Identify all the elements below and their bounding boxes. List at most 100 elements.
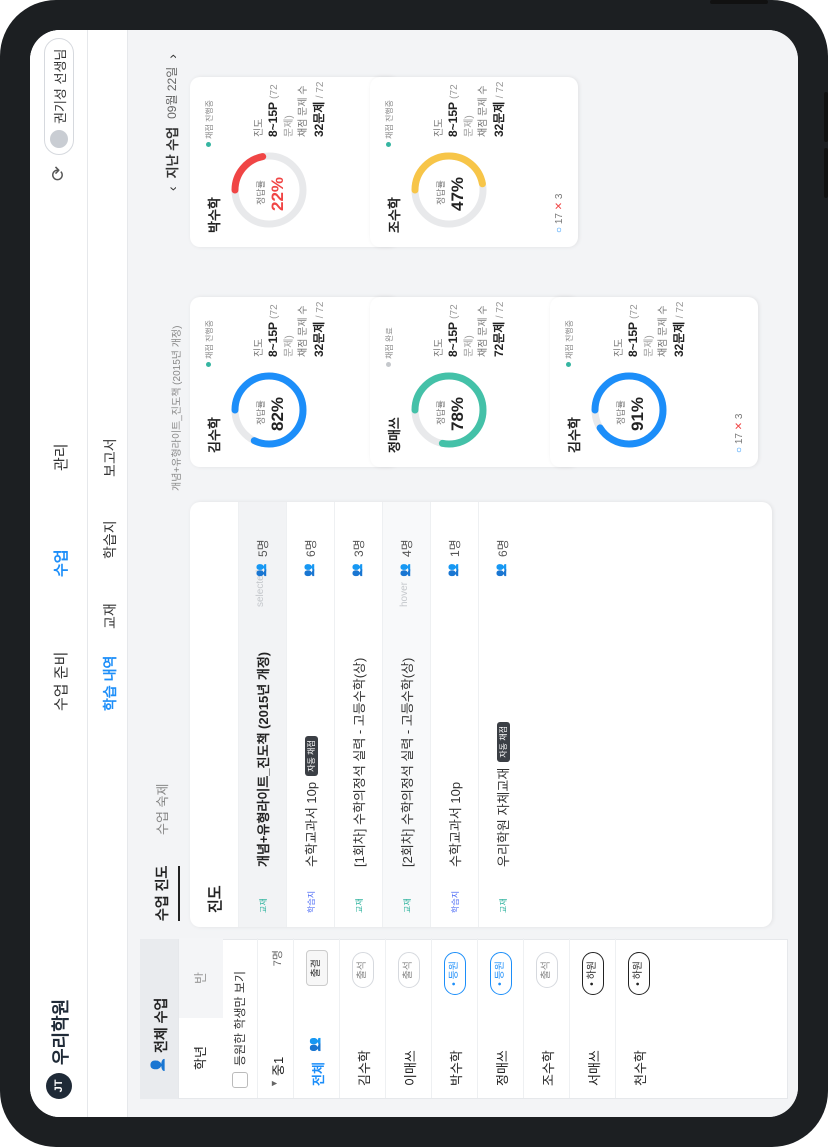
group-row[interactable]: ▼ 중1 7명 xyxy=(257,938,293,1098)
row-title: [1회차] 수학의정석 실력 - 고등수학(상) xyxy=(349,658,368,867)
progress-label: 진도 xyxy=(254,338,265,357)
nav-item-class[interactable]: 수업 xyxy=(53,549,70,577)
status-dot-icon xyxy=(386,142,391,147)
students-icon: 👥 xyxy=(495,563,507,577)
ring-progress xyxy=(231,372,307,448)
top-nav: JT 우리학원 수업 준비 수업 관리 ⟳ 권기성 선생님 xyxy=(30,30,88,1117)
progress-label: 진도 xyxy=(614,338,625,357)
app-root: JT 우리학원 수업 준비 수업 관리 ⟳ 권기성 선생님 학습 내역 교재 학… xyxy=(30,30,798,1117)
student-row[interactable]: 이매쓰 출석 xyxy=(385,938,431,1098)
problems-unit: 문제 xyxy=(492,101,506,124)
group-name: 중1 xyxy=(271,1056,286,1076)
student-name: 이매쓰 xyxy=(403,1050,418,1086)
ring-progress xyxy=(411,152,487,228)
all-row[interactable]: 전체 👥 출결 xyxy=(293,938,339,1098)
last-class-date: 09월 22일 xyxy=(165,66,179,119)
attendance-status-button[interactable]: 출석 xyxy=(398,952,420,989)
attendance-status-button[interactable]: 출석 xyxy=(352,952,374,989)
attended-filter[interactable]: 등원한 학생만 보기 xyxy=(231,971,248,1088)
chevron-right-icon[interactable]: › xyxy=(163,54,180,59)
graded-count: 32 xyxy=(312,343,326,357)
attendance-status-button[interactable]: • 하원 xyxy=(628,952,650,995)
tab-worksheet[interactable]: 학습지 xyxy=(102,520,118,559)
progress-value: 8~15P (72문제) xyxy=(266,77,295,137)
attendance-status-button[interactable]: • 등원 xyxy=(444,952,466,995)
chevron-down-icon: ▼ xyxy=(269,1079,279,1088)
card-student-name: 박수학 xyxy=(207,197,222,233)
all-classes-header[interactable]: 👤 전체 수업 xyxy=(140,939,178,1099)
attendance-status-button[interactable]: • 하원 xyxy=(582,952,604,995)
student-card[interactable]: 정매쓰 채점 완료 정답률 78% 진도 8~15P (72문제) 채점 문제 수 72문제 … xyxy=(370,297,578,467)
row-title-text: [1회차] 수학의정석 실력 - 고등수학(상) xyxy=(352,657,367,867)
status-dot-icon xyxy=(206,362,211,367)
table-row[interactable]: 교재 [2회차] 수학의정석 실력 - 고등수학(상) hover 👥 4명 xyxy=(382,502,430,927)
type-badge: 학습지 xyxy=(307,890,316,913)
all-classes-title: 전체 수업 xyxy=(153,997,169,1053)
problems-unit: 문제 xyxy=(312,321,326,344)
student-row[interactable]: 박수학 • 등원 xyxy=(431,938,477,1098)
student-row[interactable]: 조수학 출석 xyxy=(523,938,569,1098)
teacher-profile-button[interactable]: 권기성 선생님 xyxy=(44,37,74,155)
refresh-icon[interactable]: ⟳ xyxy=(48,165,68,181)
tab-class-homework[interactable]: 수업 숙제 xyxy=(155,783,170,835)
progress-value: 8~15P (72문제) xyxy=(446,297,475,357)
table-row[interactable]: 교재 우리학원 자체교재 자동 채점 👥 6명 xyxy=(478,502,526,927)
attendance-status-button[interactable]: 출석 xyxy=(536,952,558,989)
rate-label: 정답률 xyxy=(436,400,446,425)
student-name: 서매쓰 xyxy=(587,1050,602,1086)
auto-grade-chip: 자동 채점 xyxy=(305,736,318,776)
progress-value: 8~15P (72문제) xyxy=(446,77,475,137)
row-title-text: 수학교과서 10p xyxy=(304,781,319,867)
row-title-text: 개념+유형라이트_진도책 (2015년 개정) xyxy=(256,651,271,867)
total-problems: / 72 xyxy=(495,301,506,319)
card-student-name: 김수학 xyxy=(567,417,582,453)
student-card[interactable]: 조수학 채점 진행중 정답률 47% 진도 8~15P (72문제) 채점 문제 수 32문제… xyxy=(370,77,578,247)
nav-item-prep[interactable]: 수업 준비 xyxy=(53,651,70,711)
student-row[interactable]: 김수학 출석 xyxy=(339,938,385,1098)
wrong-icon: ✕ xyxy=(734,419,745,434)
grading-status: 채점 진행중 xyxy=(204,100,215,147)
row-title: 개념+유형라이트_진도책 (2015년 개정) xyxy=(253,652,272,867)
tab-class[interactable]: 반 xyxy=(179,938,223,1018)
volume-down-button xyxy=(824,148,828,198)
checkbox-label: 등원한 학생만 보기 xyxy=(233,971,247,1066)
attendance-status-button[interactable]: • 등원 xyxy=(490,952,512,995)
student-card[interactable]: 박수학 채점 진행중 정답률 22% 진도 8~15P (72문제) 채점 문제 수 32문제… xyxy=(190,77,398,247)
checkbox[interactable] xyxy=(231,1072,248,1088)
student-card[interactable]: 김수학 채점 진행중 정답률 91% 진도 8~15P (72문제) 채점 문제 수 32문제… xyxy=(550,297,758,467)
accuracy-ring xyxy=(411,152,487,228)
cards-caption: 개념+유형라이트_진도책 (2015년 개정) xyxy=(172,325,183,491)
table-row[interactable]: 교재 개념+유형라이트_진도책 (2015년 개정) selected 👥 5명 xyxy=(238,502,286,927)
grading-status-text: 채점 진행중 xyxy=(205,99,214,139)
student-card[interactable]: 김수학 채점 진행중 정답률 82% 진도 8~15P (72문제) 채점 문제 수 32문제… xyxy=(190,297,398,467)
row-title: [2회차] 수학의정석 실력 - 고등수학(상) xyxy=(397,658,416,867)
progress-range: 8~15P xyxy=(446,322,460,357)
teacher-name: 권기성 선생님 xyxy=(52,48,68,124)
result-summary: ○ 17 ✕ 3 xyxy=(734,414,745,453)
table-row[interactable]: 학습지 수학교과서 10p 👥 1명 xyxy=(430,502,478,927)
accuracy-ring xyxy=(411,372,487,448)
row-title: 우리학원 자체교재 자동 채점 xyxy=(493,722,512,867)
chevron-left-icon[interactable]: ‹ xyxy=(163,186,180,191)
row-title-text: [2회차] 수학의정석 실력 - 고등수학(상) xyxy=(400,657,415,867)
sub-nav: 학습 내역 교재 학습지 보고서 xyxy=(88,30,128,1117)
table-row[interactable]: 교재 [1회차] 수학의정석 실력 - 고등수학(상) 👥 3명 xyxy=(334,502,382,927)
nav-item-manage[interactable]: 관리 xyxy=(53,443,70,471)
tab-textbook[interactable]: 교재 xyxy=(102,603,118,629)
student-row[interactable]: 서매쓰 • 하원 xyxy=(569,938,615,1098)
tab-grade[interactable]: 학년 xyxy=(193,1046,208,1070)
rate-label: 정답률 xyxy=(256,400,266,425)
table-row[interactable]: 학습지 수학교과서 10p 자동 채점 👥 6명 xyxy=(286,502,334,927)
student-row[interactable]: 천수학 • 하원 xyxy=(615,938,661,1098)
attendance-button[interactable]: 출결 xyxy=(306,950,328,987)
students-icon: 👥 xyxy=(255,563,267,577)
rate-label: 정답률 xyxy=(616,400,626,425)
card-student-name: 조수학 xyxy=(387,197,402,233)
student-row[interactable]: 정매쓰 • 등원 xyxy=(477,938,523,1098)
all-label: 전체 xyxy=(311,1062,326,1086)
tab-class-progress[interactable]: 수업 진도 xyxy=(152,865,180,921)
tab-history[interactable]: 학습 내역 xyxy=(102,655,118,711)
student-name: 정매쓰 xyxy=(495,1050,510,1086)
total-problems: / 72 xyxy=(675,301,686,319)
tab-report[interactable]: 보고서 xyxy=(102,438,118,477)
